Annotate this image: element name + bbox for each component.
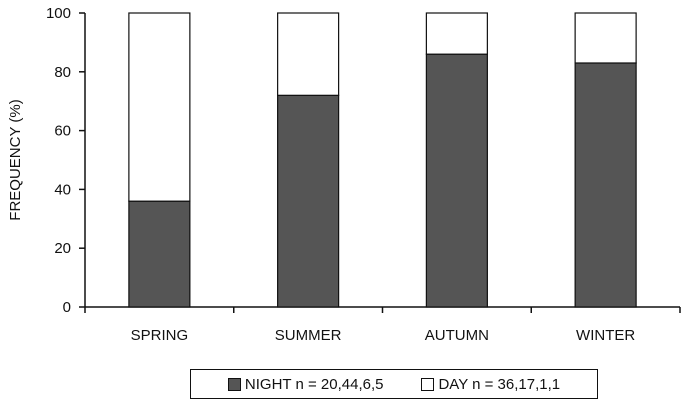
bar-segment-day-spring: [128, 12, 191, 202]
plot-area: 0 20 40 60 80 100 SPRING SUMMER AUTUMN WINTER: [46, 5, 681, 344]
x-category-label: SUMMER: [275, 327, 342, 344]
bar-segment-night-spring: [128, 200, 191, 308]
legend-label-night: NIGHT n = 20,44,6,5: [244, 375, 384, 393]
legend-item-night: NIGHT n = 20,44,6,5: [227, 375, 384, 393]
y-tick-label: 60: [54, 123, 71, 140]
bar-segment-day-summer: [277, 12, 340, 96]
day-swatch: [421, 377, 435, 391]
stacked-bar-chart: FREQUENCY (%) 0 20 40 60 80 100 SPRING SUMMER AU…: [7, 5, 681, 344]
x-category-label: SPRING: [131, 327, 189, 344]
bar-segment-night-summer: [277, 94, 340, 308]
x-category-label: WINTER: [576, 327, 635, 344]
bar-segment-night-winter: [574, 62, 637, 308]
y-tick-label: 20: [54, 240, 71, 257]
bar-segment-night-autumn: [425, 53, 488, 308]
y-tick-label: 40: [54, 181, 71, 198]
bar-segment-day-winter: [574, 12, 637, 64]
night-swatch: [227, 377, 241, 391]
y-tick-label: 0: [63, 299, 71, 316]
bar-segment-day-autumn: [425, 12, 488, 55]
legend: NIGHT n = 20,44,6,5 DAY n = 36,17,1,1: [190, 369, 598, 399]
legend-label-day: DAY n = 36,17,1,1: [438, 375, 561, 393]
y-axis-title: FREQUENCY (%): [7, 99, 24, 220]
y-tick-label: 80: [54, 64, 71, 81]
x-category-label: AUTUMN: [425, 327, 489, 344]
legend-item-day: DAY n = 36,17,1,1: [421, 376, 560, 393]
y-tick-label: 100: [46, 5, 71, 22]
